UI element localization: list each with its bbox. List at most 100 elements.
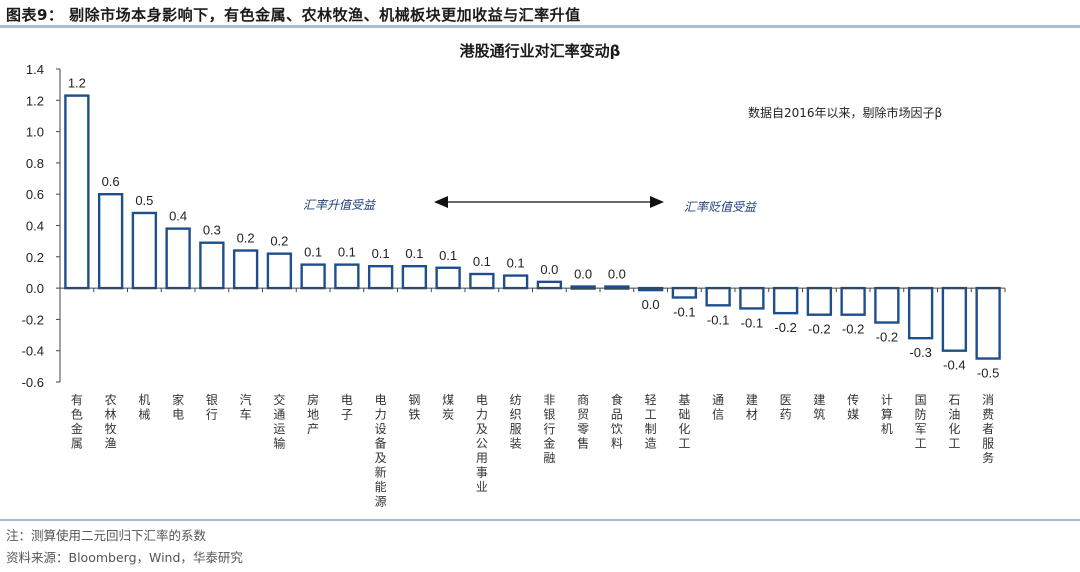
x-category-label: 防: [915, 407, 927, 422]
x-category-label: 算: [881, 407, 893, 422]
bar: [469, 272, 495, 290]
x-category-label: 国: [915, 393, 927, 407]
bar: [772, 286, 799, 315]
x-category-label: 车: [240, 407, 252, 422]
x-category-label: 者: [982, 422, 994, 436]
x-category-label: 地: [307, 408, 319, 422]
top-divider: [0, 25, 1080, 28]
x-category-label: 输: [273, 436, 285, 451]
x-category-label: 汽: [240, 392, 252, 407]
source-note: 资料来源：Bloomberg，Wind，华泰研究: [6, 550, 243, 565]
annotation-appreciation: 汇率升值受益: [303, 198, 376, 212]
x-axis: 有色金属农林牧渔机械家电银行汽车交通运输房地产电子电力设备及新能源钢铁煤炭电力及…: [59, 287, 1006, 509]
y-tick-label: 1.0: [26, 125, 44, 140]
y-tick-label: 1.2: [26, 93, 44, 108]
x-category-label: 织: [510, 408, 522, 422]
x-category-label: 计: [881, 393, 893, 407]
bar-value-label: 0.0: [642, 297, 660, 312]
x-category-label: 建: [813, 393, 825, 407]
x-category-label: 电: [476, 393, 488, 407]
y-tick-label: -0.6: [22, 375, 44, 390]
bar: [131, 211, 158, 290]
x-category-label: 纺: [510, 393, 522, 407]
bar: [739, 286, 765, 310]
bar: [941, 286, 968, 352]
bar-value-label: 0.1: [372, 246, 390, 261]
x-category-label: 及: [375, 451, 387, 465]
bar-value-label: 0.1: [405, 246, 423, 261]
x-category-label: 行: [206, 408, 218, 422]
bar: [840, 286, 866, 316]
bar: [199, 241, 225, 290]
x-category-label: 工: [915, 437, 927, 451]
x-category-label: 房: [307, 392, 319, 407]
x-category-label: 化: [678, 422, 690, 436]
bar-chart: 1.4 1.2 1.0 0.8 0.6 0.4 0.2 0.0 -0.2 -0.4 -0.6 1.2…: [22, 62, 1006, 509]
x-category-label: 力: [375, 408, 387, 422]
bar: [705, 286, 731, 307]
y-tick-label: 0.6: [26, 187, 44, 202]
x-category-label: 林: [105, 408, 117, 422]
x-category-label: 装: [510, 437, 522, 451]
bar-value-label: -0.2: [774, 320, 796, 335]
x-category-label: 能: [375, 480, 387, 494]
bar-value-label: 0.1: [439, 248, 457, 263]
x-category-label: 服: [982, 437, 994, 451]
x-category-label: 煤: [442, 393, 454, 407]
x-category-label: 属: [71, 437, 83, 451]
y-tick-label: -0.2: [22, 312, 44, 327]
bar: [907, 286, 934, 340]
x-category-label: 铁: [408, 408, 420, 422]
bar-value-label: -0.2: [808, 322, 830, 337]
bar-value-label: 0.3: [203, 223, 221, 238]
x-category-label: 械: [138, 407, 150, 422]
x-category-label: 电: [341, 393, 353, 407]
bar-value-label: -0.1: [707, 312, 729, 327]
y-tick-label: 1.4: [26, 62, 44, 77]
x-category-label: 基: [678, 393, 690, 407]
figure-title: 图表9： 剔除市场本身影响下，有色金属、农林牧渔、机械板块更加收益与汇率升值: [6, 6, 581, 24]
bar-value-label: 0.2: [270, 234, 288, 249]
annotation-depreciation: 汇率贬值受益: [684, 200, 757, 214]
x-category-label: 础: [678, 408, 690, 422]
bar-value-label: 0.2: [237, 231, 255, 246]
x-category-label: 建: [746, 393, 758, 407]
bar-value-label: 0.1: [338, 245, 356, 260]
y-tick-label: 0.8: [26, 156, 44, 171]
x-category-label: 电: [172, 408, 184, 422]
x-category-label: 银: [543, 408, 555, 422]
x-category-label: 料: [611, 437, 623, 451]
bar-value-label: -0.1: [673, 304, 695, 319]
x-category-label: 钢: [408, 393, 420, 407]
x-category-label: 油: [948, 408, 960, 422]
bar: [266, 252, 293, 290]
bar: [435, 266, 461, 290]
bar-value-label: 0.6: [102, 174, 120, 189]
x-category-label: 农: [105, 393, 117, 407]
x-category-label: 公: [476, 437, 488, 451]
bar-value-label: 0.1: [473, 254, 491, 269]
x-category-label: 工: [948, 437, 960, 451]
x-category-label: 非: [543, 393, 555, 407]
x-category-label: 售: [577, 436, 589, 451]
x-category-label: 产: [307, 422, 319, 436]
y-axis: 1.4 1.2 1.0 0.8 0.6 0.4 0.2 0.0 -0.2 -0.4 -0.6: [22, 62, 61, 390]
x-category-label: 电: [375, 393, 387, 407]
x-category-label: 筑: [813, 407, 825, 422]
bar: [671, 286, 698, 299]
bar-value-label: 0.1: [304, 245, 322, 260]
bar: [367, 264, 394, 290]
x-category-label: 服: [510, 422, 522, 436]
x-category-label: 食: [611, 392, 623, 407]
x-category-label: 信: [712, 408, 724, 422]
x-category-label: 金: [543, 436, 555, 451]
x-category-label: 融: [543, 451, 555, 465]
x-category-label: 及: [476, 422, 488, 436]
x-category-label: 制: [645, 422, 657, 436]
bar: [97, 192, 124, 290]
bar-value-label: -0.3: [909, 345, 931, 360]
bar-value-label: 0.5: [135, 193, 153, 208]
x-category-label: 材: [746, 408, 758, 422]
x-category-label: 媒: [847, 408, 859, 422]
x-category-label: 新: [375, 465, 387, 480]
